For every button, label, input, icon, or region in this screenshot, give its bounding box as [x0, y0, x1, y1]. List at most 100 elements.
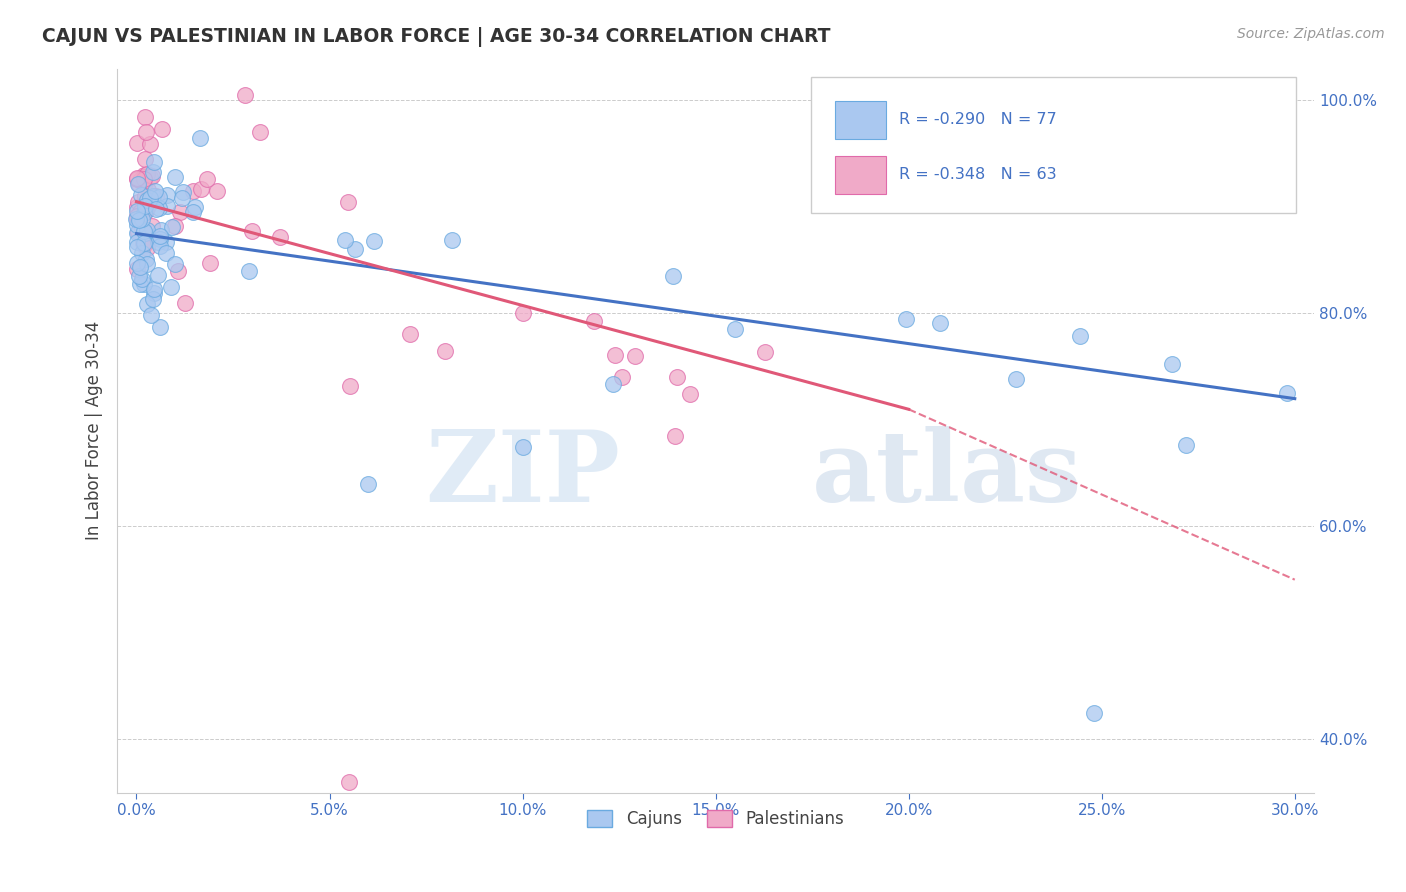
Point	[143, 184, 166, 198]
Point	[337, 775, 360, 789]
Point	[754, 345, 776, 359]
Point	[1069, 329, 1091, 343]
Point	[125, 204, 148, 219]
Point	[125, 261, 148, 276]
Legend: Cajuns, Palestinians: Cajuns, Palestinians	[581, 804, 851, 835]
Point	[148, 232, 170, 246]
Point	[134, 236, 156, 251]
Point	[149, 239, 172, 253]
Point	[174, 296, 197, 310]
FancyBboxPatch shape	[811, 78, 1296, 213]
Point	[145, 202, 167, 216]
Point	[724, 322, 747, 336]
Point	[165, 170, 187, 185]
Point	[441, 233, 464, 247]
Point	[155, 235, 177, 250]
Point	[512, 306, 534, 320]
Point	[134, 168, 156, 182]
Point	[195, 171, 218, 186]
Point	[170, 191, 193, 205]
Point	[149, 228, 172, 243]
Point	[132, 224, 155, 238]
Point	[165, 257, 187, 271]
Point	[928, 316, 950, 330]
Point	[169, 204, 191, 219]
Point	[132, 178, 155, 193]
Point	[136, 167, 159, 181]
Point	[141, 308, 163, 322]
Point	[582, 314, 605, 328]
Point	[127, 172, 149, 186]
Point	[128, 268, 150, 283]
Point	[128, 213, 150, 227]
Point	[125, 209, 148, 223]
Point	[363, 234, 385, 248]
Point	[142, 165, 165, 179]
Point	[1004, 371, 1026, 385]
Point	[398, 327, 420, 342]
Point	[141, 219, 163, 234]
Point	[125, 240, 148, 254]
Point	[612, 370, 634, 384]
Point	[134, 226, 156, 240]
Point	[666, 370, 689, 384]
Point	[135, 203, 157, 218]
Point	[125, 212, 148, 227]
Point	[139, 191, 162, 205]
Point	[136, 223, 159, 237]
Point	[148, 268, 170, 282]
Text: R = -0.348   N = 63: R = -0.348 N = 63	[898, 168, 1056, 183]
Point	[1175, 438, 1198, 452]
Point	[127, 177, 149, 191]
Point	[200, 256, 222, 270]
Point	[129, 277, 152, 291]
Point	[127, 195, 149, 210]
Point	[134, 238, 156, 252]
Point	[127, 235, 149, 250]
Point	[135, 125, 157, 139]
Point	[512, 440, 534, 454]
Point	[141, 169, 163, 184]
Point	[125, 226, 148, 240]
Point	[190, 181, 212, 195]
Point	[134, 172, 156, 186]
Bar	[835, 101, 886, 139]
Point	[269, 230, 291, 244]
Point	[136, 193, 159, 207]
Point	[181, 184, 204, 198]
Point	[125, 218, 148, 232]
Text: Source: ZipAtlas.com: Source: ZipAtlas.com	[1237, 27, 1385, 41]
Point	[879, 807, 901, 822]
Point	[167, 263, 190, 277]
Point	[624, 350, 647, 364]
Point	[160, 280, 183, 294]
Point	[131, 222, 153, 236]
Point	[135, 256, 157, 270]
Point	[336, 195, 359, 210]
Point	[249, 125, 271, 139]
Point	[165, 219, 187, 234]
Point	[183, 200, 205, 214]
Point	[127, 170, 149, 185]
Point	[679, 386, 702, 401]
Point	[662, 269, 685, 284]
Point	[343, 242, 366, 256]
Point	[125, 255, 148, 269]
Point	[134, 277, 156, 291]
Point	[181, 204, 204, 219]
Point	[142, 292, 165, 306]
Point	[896, 312, 918, 326]
Point	[188, 130, 211, 145]
Point	[339, 379, 361, 393]
Point	[149, 223, 172, 237]
Point	[142, 285, 165, 300]
Point	[136, 199, 159, 213]
Point	[129, 260, 152, 274]
Point	[142, 189, 165, 203]
Text: R = -0.290   N = 77: R = -0.290 N = 77	[898, 112, 1056, 128]
Point	[129, 205, 152, 219]
Point	[434, 343, 457, 358]
Point	[132, 169, 155, 184]
Point	[134, 153, 156, 167]
Point	[238, 264, 260, 278]
